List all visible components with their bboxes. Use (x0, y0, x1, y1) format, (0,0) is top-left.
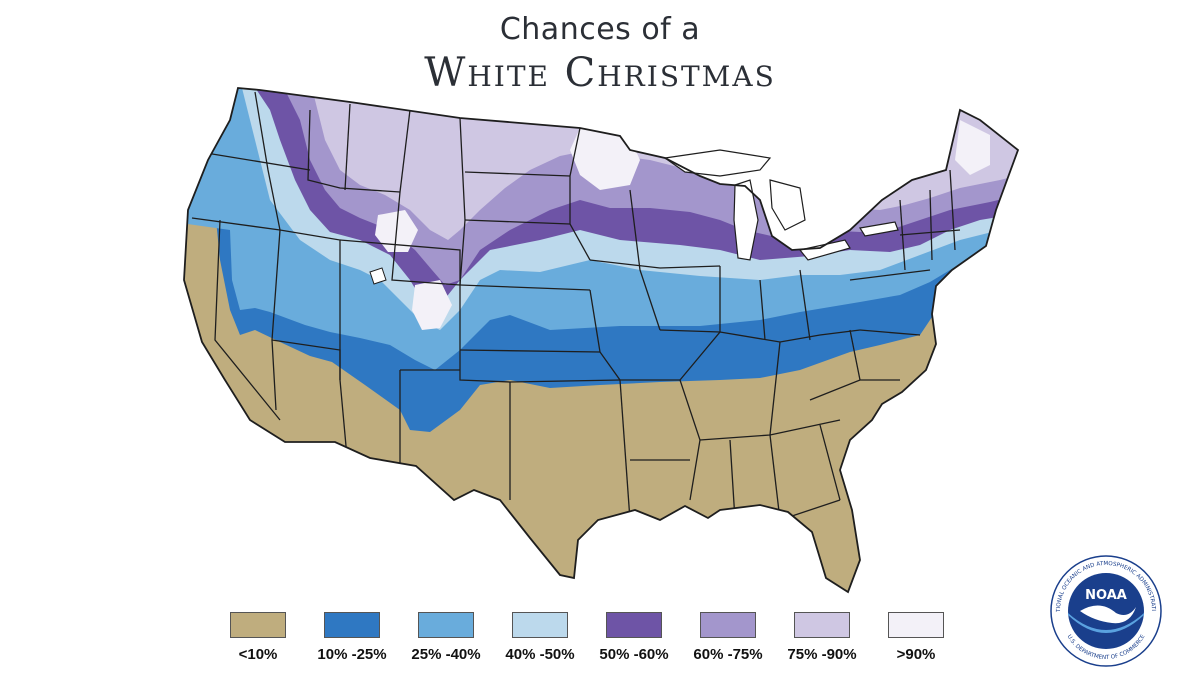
legend-swatch (794, 612, 850, 638)
legend-swatch (700, 612, 756, 638)
legend-swatch (418, 612, 474, 638)
legend-item: 40% -50% (500, 612, 580, 663)
legend-label: 50% -60% (599, 646, 669, 663)
legend-label: 40% -50% (505, 646, 575, 663)
band-over-90-minnesota (570, 128, 640, 190)
legend-item: 10% -25% (312, 612, 392, 663)
legend-item: 50% -60% (594, 612, 674, 663)
state-borders (191, 91, 961, 521)
legend-item: >90% (876, 612, 956, 663)
legend-swatch (888, 612, 944, 638)
lake-michigan (733, 179, 759, 261)
legend-item: 75% -90% (782, 612, 862, 663)
lake-huron (769, 179, 806, 231)
noaa-logo: NATIONAL OCEANIC AND ATMOSPHERIC ADMINIS… (1050, 555, 1162, 667)
legend-swatch (324, 612, 380, 638)
lake-superior (663, 149, 772, 177)
legend-item: <10% (218, 612, 298, 663)
legend-label: 60% -75% (693, 646, 763, 663)
legend-swatch (230, 612, 286, 638)
logo-bird-icon (1080, 605, 1136, 624)
band-over-90-colorado (412, 280, 452, 330)
legend-label: 10% -25% (317, 646, 387, 663)
legend-label: >90% (896, 646, 936, 663)
legend-label: <10% (238, 646, 278, 663)
band-over-90-maine (955, 120, 990, 175)
us-map (183, 87, 1019, 593)
lake-ontario (859, 221, 899, 237)
title-line-1: Chances of a (499, 12, 701, 47)
great-salt-lake (369, 267, 387, 285)
legend-swatch (606, 612, 662, 638)
legend-item: 25% -40% (406, 612, 486, 663)
map-title: Chances of a White Christmas (0, 10, 1200, 98)
legend-item: 60% -75% (688, 612, 768, 663)
logo-center-text: NOAA (1085, 588, 1127, 603)
legend-label: 75% -90% (787, 646, 857, 663)
logo-wave (1068, 613, 1144, 633)
map-legend: <10% 10% -25% 25% -40% 40% -50% 50% -60%… (218, 612, 978, 670)
legend-swatch (512, 612, 568, 638)
legend-label: 25% -40% (411, 646, 481, 663)
title-line-2: White Christmas (424, 50, 776, 96)
lake-erie (798, 239, 851, 261)
